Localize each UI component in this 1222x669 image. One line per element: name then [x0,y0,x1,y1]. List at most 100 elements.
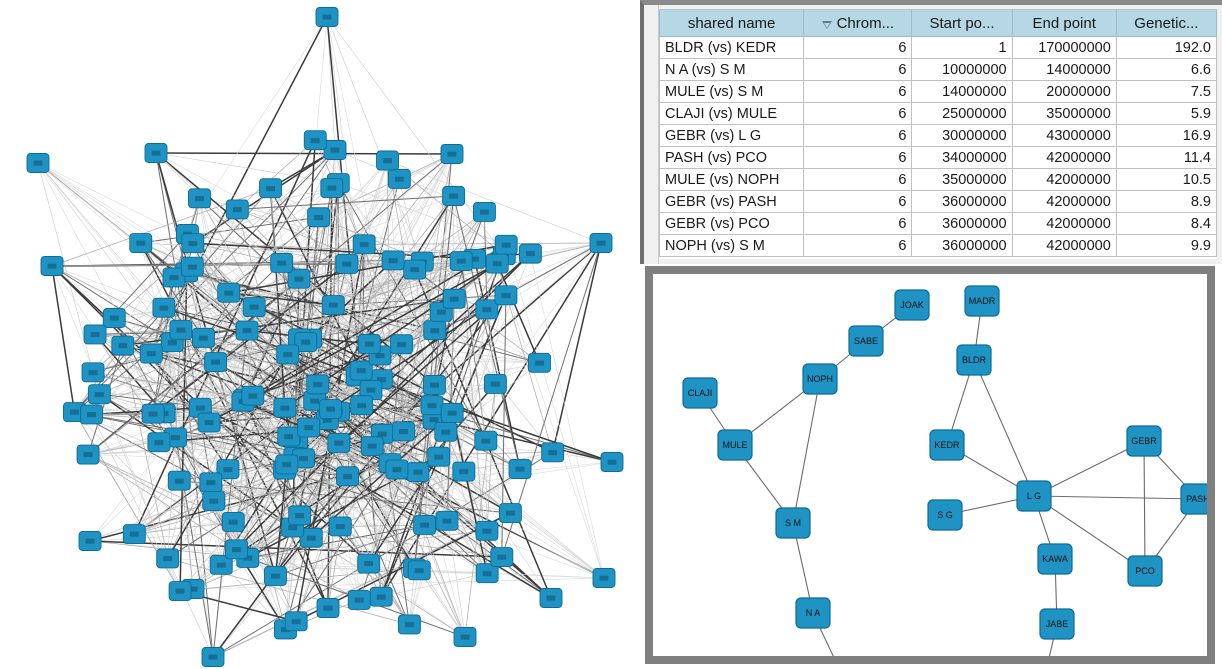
edge[interactable] [364,242,602,245]
node[interactable]: ███ [435,510,459,531]
node[interactable]: ███ [40,256,64,276]
node[interactable]: ███ [472,202,496,222]
node[interactable]: ███ [427,446,451,467]
edge[interactable] [87,330,248,455]
node[interactable]: ███ [352,234,376,255]
edge[interactable] [192,242,282,264]
edge[interactable] [51,265,511,514]
edge[interactable] [485,440,488,574]
edge[interactable] [167,233,188,559]
node[interactable]: ███ [167,470,191,491]
node[interactable]: ███ [216,459,240,480]
node[interactable]: ███ [80,404,103,425]
node[interactable]: ███ [528,352,551,373]
node[interactable]: ███ [327,433,351,453]
main-network-canvas[interactable]: ███ ███ ███ ███ ███ ███ ███ ███ ███ ███ ███ ███ ███ █… [0,0,640,669]
node[interactable]: ███ [129,233,153,253]
edge[interactable] [505,244,605,579]
edge[interactable] [295,244,365,622]
node[interactable]: ███ [475,299,499,320]
edge[interactable] [270,188,288,465]
node[interactable]: ███ [541,442,565,463]
node[interactable]: ███ [199,472,223,493]
node[interactable]: ███ [508,459,532,479]
edge[interactable] [99,330,248,395]
edge[interactable] [453,195,521,470]
node[interactable]: ███ [369,586,393,607]
node[interactable]: ███ [518,243,542,264]
edge-BLDR-LG[interactable] [973,359,1035,497]
edge[interactable] [440,311,487,441]
node[interactable]: ███ [320,178,344,198]
edge[interactable] [74,411,398,470]
table-row[interactable]: CLAJI (vs) MULE 6 25000000 35000000 5.9 [659,102,1217,125]
node[interactable]: ███ [276,344,300,365]
node-JOAK[interactable]: JOAK [894,289,930,321]
edge[interactable] [246,330,254,396]
node[interactable]: ███ [434,421,458,442]
edge[interactable] [180,329,214,658]
edge[interactable] [179,452,553,592]
node[interactable]: ███ [235,320,259,341]
edge[interactable] [368,153,453,564]
edge[interactable] [387,160,433,406]
edge[interactable] [167,558,410,625]
node[interactable]: ███ [440,144,464,164]
node[interactable]: ███ [180,256,204,277]
node[interactable]: ███ [350,395,374,416]
node[interactable]: ███ [440,402,464,423]
edge[interactable] [237,187,332,210]
edge[interactable] [361,404,435,420]
node-NOPH[interactable]: NOPH [802,363,838,395]
node[interactable]: ███ [315,7,339,27]
node[interactable]: ███ [287,268,311,289]
node-SABE[interactable]: SABE [848,325,884,357]
node[interactable]: ███ [357,334,381,354]
node[interactable]: ███ [273,397,297,418]
edge[interactable] [140,216,319,244]
edge[interactable] [368,242,602,564]
node[interactable]: ███ [323,140,347,160]
edge[interactable] [89,160,388,542]
node[interactable]: ███ [242,297,266,317]
edge[interactable] [396,469,466,638]
node[interactable]: ███ [78,531,102,551]
edge[interactable] [221,564,488,574]
edge[interactable] [370,389,488,574]
edge[interactable] [175,437,348,477]
node-CLAJI[interactable]: CLAJI [682,377,718,409]
node[interactable]: ███ [360,436,384,457]
edge[interactable] [347,475,552,599]
node-BLDR[interactable]: BLDR [956,344,992,376]
node[interactable]: ███ [221,511,245,532]
node-GEBR[interactable]: GEBR [1126,425,1162,457]
edge[interactable] [451,412,488,574]
edge[interactable] [496,263,541,364]
edge[interactable] [486,383,496,531]
edge[interactable] [380,298,455,597]
edge[interactable] [186,272,246,399]
edge[interactable] [87,311,442,455]
node[interactable]: ███ [225,539,248,560]
node[interactable]: ███ [452,461,476,482]
node[interactable]: ███ [181,233,205,254]
edge[interactable] [453,298,496,385]
node[interactable]: ███ [264,565,287,586]
edge-LG-PASH[interactable] [1033,495,1199,500]
node[interactable]: ███ [26,153,50,173]
edge[interactable] [140,242,222,565]
node[interactable]: ███ [188,397,212,418]
edge[interactable] [192,266,246,399]
node[interactable]: ███ [349,360,373,381]
node[interactable]: ███ [294,332,318,353]
node[interactable]: ███ [288,505,312,526]
node[interactable]: ███ [381,250,405,271]
table-row[interactable]: BLDR (vs) KEDR 6 1 170000000 192.0 [659,36,1217,59]
node[interactable]: ███ [307,207,331,228]
node[interactable]: ███ [589,233,613,253]
node[interactable]: ███ [423,320,447,341]
node[interactable]: ███ [335,254,359,274]
edge[interactable] [179,480,511,514]
edge[interactable] [167,558,214,658]
